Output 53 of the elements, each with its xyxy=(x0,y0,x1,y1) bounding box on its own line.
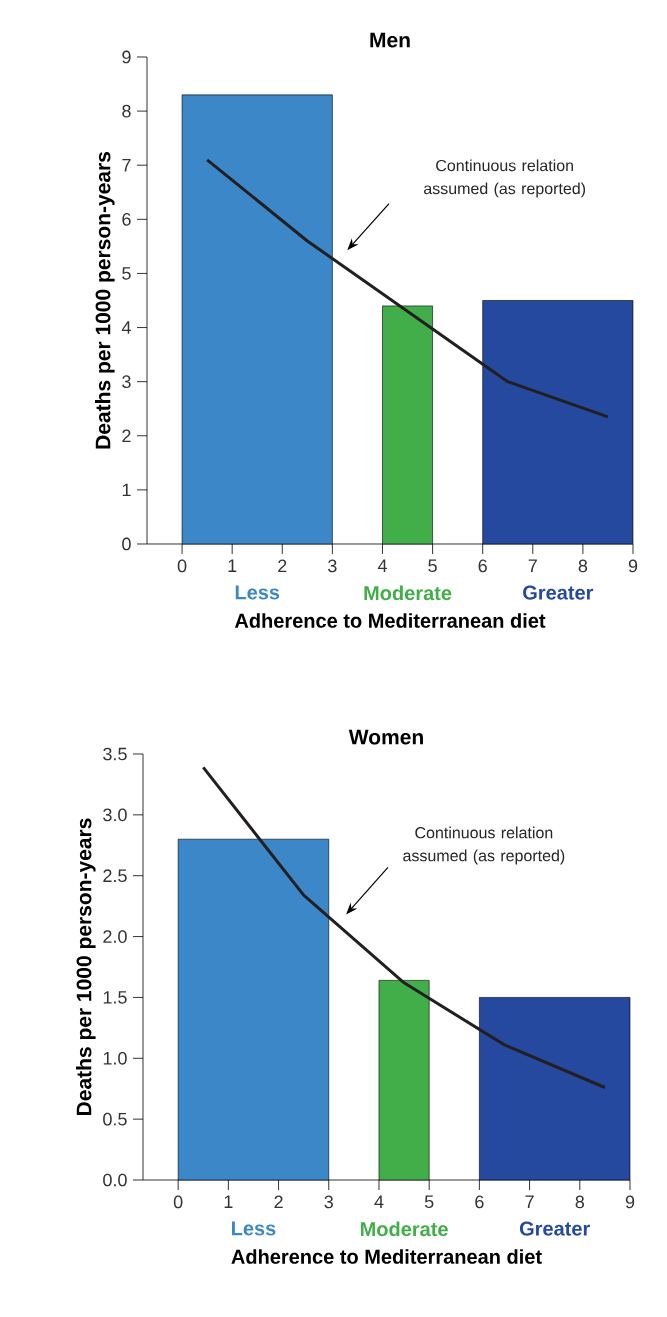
y-tick-label: 9 xyxy=(122,50,131,64)
chart-title: Men xyxy=(370,32,410,48)
x-axis-title: Adherence to Mediterranean diet xyxy=(231,1249,542,1264)
text: Moderate xyxy=(364,585,452,601)
x-tick-label: 3 xyxy=(324,1195,333,1209)
x-tick-label: 7 xyxy=(525,1195,534,1208)
x-tick-label: 4 xyxy=(377,559,387,572)
line-series xyxy=(201,765,607,1089)
y-tick-label: 3 xyxy=(122,375,131,389)
x-tick-label: 4 xyxy=(374,1195,384,1208)
y-tick-label: 0.5 xyxy=(103,1112,127,1126)
y-tick-label: 1.0 xyxy=(103,1051,127,1065)
x-tick-label: 3 xyxy=(328,559,337,573)
x-tick-label: 8 xyxy=(575,1195,585,1209)
y-tick-label: 5 xyxy=(122,267,131,280)
y-tick-label: 0.0 xyxy=(103,1173,127,1187)
x-tick-label: 8 xyxy=(578,559,588,573)
chart-title: Women xyxy=(348,729,423,745)
annotation: Continuous relation assumed (as reported) xyxy=(403,826,565,865)
y-tick-label: 1.5 xyxy=(103,991,127,1004)
x-tick-label: 6 xyxy=(478,559,487,573)
y-tick-label: 0 xyxy=(122,537,131,551)
y-tick-label: 3.5 xyxy=(103,747,127,761)
x-tick-label: 5 xyxy=(428,559,437,573)
x-tick-label: 2 xyxy=(278,559,287,573)
x-tick-label: 9 xyxy=(628,559,638,573)
y-tick-label: 4 xyxy=(121,321,131,334)
text: Moderate xyxy=(360,1221,448,1237)
y-tick-label: 6 xyxy=(122,212,131,226)
y-tick-label: 7 xyxy=(122,159,131,172)
x-tick-label: 1 xyxy=(228,559,237,572)
text: Less xyxy=(235,585,280,600)
y-tick-label: 2.5 xyxy=(103,869,127,883)
y-tick-label: 8 xyxy=(122,104,131,118)
y-axis-title: Deaths per 1000 person-years xyxy=(95,152,115,449)
x-tick-label: 0 xyxy=(177,559,187,573)
x-tick-label: 7 xyxy=(528,559,537,572)
x-tick-label: 2 xyxy=(274,1195,283,1209)
y-axis-title: Deaths per 1000 person-years xyxy=(76,818,96,1115)
x-tick-label: 0 xyxy=(173,1195,183,1209)
x-tick-label: 6 xyxy=(475,1195,484,1209)
x-tick-label: 1 xyxy=(224,1195,233,1208)
y-tick-label: 2.0 xyxy=(103,930,127,943)
x-tick-label: 9 xyxy=(625,1195,635,1209)
y-tick-label: 3.0 xyxy=(103,808,127,822)
x-axis-title: Adherence to Mediterranean diet xyxy=(234,613,546,628)
text: Greater xyxy=(519,1221,590,1236)
y-tick-label: 1 xyxy=(122,483,131,497)
y-tick-label: 2 xyxy=(122,429,131,443)
text: Less xyxy=(232,1221,276,1236)
x-tick-label: 5 xyxy=(424,1195,434,1209)
annotation: Continuous relation assumed (as reported) xyxy=(424,159,586,198)
text: Greater xyxy=(523,585,594,600)
